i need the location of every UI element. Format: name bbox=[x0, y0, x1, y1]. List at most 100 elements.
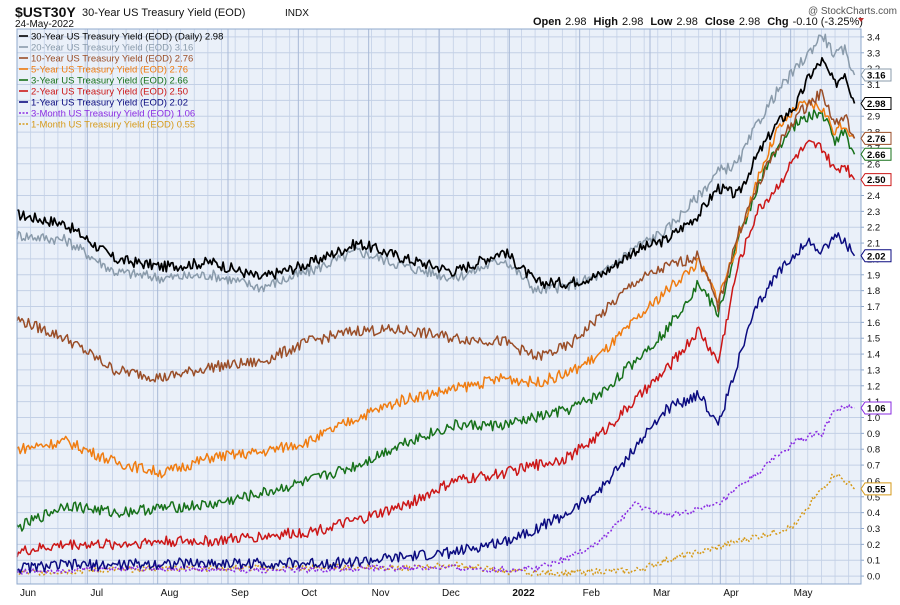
x-tick-label: Oct bbox=[301, 588, 317, 599]
legend-entry: 30-Year US Treasury Yield (EOD) (Daily) … bbox=[31, 32, 223, 43]
last-value-tag-text: 1.06 bbox=[867, 403, 886, 414]
legend-entry: 10-Year US Treasury Yield (EOD) 2.76 bbox=[31, 54, 193, 65]
last-value-tag: 0.55 bbox=[860, 482, 892, 496]
series-line-3 bbox=[16, 99, 856, 479]
y-tick-label: 1.3 bbox=[867, 365, 880, 376]
y-tick-label: 0.0 bbox=[867, 572, 880, 583]
y-tick-label: 3.1 bbox=[867, 80, 880, 91]
high-value: 2.98 bbox=[622, 16, 643, 28]
legend-entry: 20-Year US Treasury Yield (EOD) 3.16 bbox=[31, 43, 193, 54]
legend: 30-Year US Treasury Yield (EOD) (Daily) … bbox=[19, 32, 223, 131]
y-tick-label: 2.3 bbox=[867, 207, 880, 218]
last-value-tag-box bbox=[860, 173, 892, 187]
last-value-tag-box bbox=[860, 482, 892, 496]
x-tick-label: Jul bbox=[90, 588, 103, 599]
x-tick-label: Apr bbox=[723, 588, 739, 599]
last-value-tag-text: 0.55 bbox=[867, 484, 886, 495]
legend-entry: 3-Year US Treasury Yield (EOD) 2.66 bbox=[31, 76, 188, 87]
y-tick-label: 1.9 bbox=[867, 270, 880, 281]
last-value-tag: 2.76 bbox=[860, 131, 892, 145]
x-axis-ticks: Jun Jul Aug Sep Oct Nov Dec 2022 Feb Mar Apr May bbox=[20, 588, 813, 599]
last-value-tag: 2.02 bbox=[860, 249, 892, 263]
y-tick-label: 2.1 bbox=[867, 239, 880, 250]
legend-entry: 1-Year US Treasury Yield (EOD) 2.02 bbox=[31, 98, 188, 109]
close-label: Close bbox=[705, 16, 735, 28]
series-title: 30-Year US Treasury Yield (EOD) bbox=[82, 7, 245, 19]
y-tick-label: 0.6 bbox=[867, 476, 880, 487]
high-label: High bbox=[594, 16, 619, 28]
y-tick-label: 2.6 bbox=[867, 159, 880, 170]
x-tick-label: Jun bbox=[20, 588, 36, 599]
chg-value: -0.10 (-3.25%) bbox=[793, 16, 863, 28]
last-value-tag-box bbox=[860, 147, 892, 161]
series-line-7 bbox=[16, 404, 855, 575]
low-value: 2.98 bbox=[676, 16, 697, 28]
x-tick-label: 2022 bbox=[512, 588, 535, 599]
last-value-tag-text: 3.16 bbox=[867, 70, 886, 81]
x-tick-label: Mar bbox=[653, 588, 671, 599]
close-value: 2.98 bbox=[739, 16, 760, 28]
last-value-tag: 3.16 bbox=[860, 68, 892, 82]
y-tick-label: 0.2 bbox=[867, 540, 880, 551]
y-tick-label: 0.4 bbox=[867, 508, 880, 519]
date-label: 24-May-2022 bbox=[15, 19, 74, 30]
y-tick-label: 1.4 bbox=[867, 350, 880, 361]
series-line-0 bbox=[17, 56, 856, 290]
y-tick-label: 0.5 bbox=[867, 492, 880, 503]
last-value-tag: 1.06 bbox=[860, 401, 892, 415]
legend-entry: 5-Year US Treasury Yield (EOD) 2.76 bbox=[31, 65, 188, 76]
watermark: @ StockCharts.com bbox=[808, 6, 897, 17]
y-tick-label: 1.6 bbox=[867, 318, 880, 329]
y-tick-label: 0.8 bbox=[867, 445, 880, 456]
x-tick-label: Nov bbox=[372, 588, 390, 599]
y-tick-label: 1.7 bbox=[867, 302, 880, 313]
chg-down-arrow-icon bbox=[858, 18, 864, 22]
y-tick-label: 1.0 bbox=[867, 413, 880, 424]
open-value: 2.98 bbox=[565, 16, 586, 28]
last-value-tag: 2.66 bbox=[860, 147, 892, 161]
last-value-tag-text: 2.66 bbox=[867, 150, 886, 161]
y-tick-label: 3.3 bbox=[867, 48, 880, 59]
y-tick-label: 1.8 bbox=[867, 286, 880, 297]
symbol-label: $UST30Y bbox=[15, 4, 76, 20]
x-tick-label: Feb bbox=[583, 588, 601, 599]
series-line-2 bbox=[16, 88, 856, 383]
last-value-tag-box bbox=[860, 68, 892, 82]
x-tick-label: May bbox=[794, 588, 813, 599]
open-label: Open bbox=[533, 16, 561, 28]
series-line-6 bbox=[16, 232, 856, 574]
y-tick-label: 3.4 bbox=[867, 32, 880, 43]
exchange-label: INDX bbox=[285, 8, 309, 19]
y-tick-label: 0.1 bbox=[867, 556, 880, 567]
x-tick-label: Sep bbox=[231, 588, 249, 599]
legend-entry: 3-Month US Treasury Yield (EOD) 1.06 bbox=[31, 109, 195, 120]
last-value-tag-text: 2.76 bbox=[867, 134, 886, 145]
last-value-labels: 2.98 3.16 2.76 2.66 2.50 2.02 1.06 0.55 bbox=[860, 68, 892, 496]
series-lines bbox=[16, 33, 856, 577]
last-value-tag-box bbox=[860, 249, 892, 263]
y-tick-label: 0.7 bbox=[867, 461, 880, 472]
last-value-tag-text: 2.98 bbox=[867, 99, 886, 110]
y-tick-label: 2.9 bbox=[867, 112, 880, 123]
ohlc-readout: Open 2.98 High 2.98 Low 2.98 Close 2.98 Chg -0.10… bbox=[533, 16, 863, 28]
y-tick-label: 2.2 bbox=[867, 223, 880, 234]
last-value-tag: 2.98 bbox=[860, 97, 892, 111]
last-value-tag-text: 2.50 bbox=[867, 175, 886, 186]
last-value-tag-box bbox=[860, 401, 892, 415]
last-value-tag-box bbox=[860, 131, 892, 145]
legend-entry: 1-Month US Treasury Yield (EOD) 0.55 bbox=[31, 120, 195, 131]
last-value-tag-box bbox=[860, 97, 892, 111]
low-label: Low bbox=[650, 16, 672, 28]
series-line-4 bbox=[16, 108, 856, 532]
series-line-5 bbox=[16, 139, 856, 558]
y-tick-label: 2.4 bbox=[867, 191, 880, 202]
y-tick-label: 1.5 bbox=[867, 334, 880, 345]
y-tick-label: 1.2 bbox=[867, 381, 880, 392]
series-line-1 bbox=[16, 33, 856, 295]
last-value-tag-text: 2.02 bbox=[867, 251, 886, 262]
y-tick-label: 0.9 bbox=[867, 429, 880, 440]
legend-entry: 2-Year US Treasury Yield (EOD) 2.50 bbox=[31, 87, 188, 98]
x-tick-label: Aug bbox=[161, 588, 179, 599]
